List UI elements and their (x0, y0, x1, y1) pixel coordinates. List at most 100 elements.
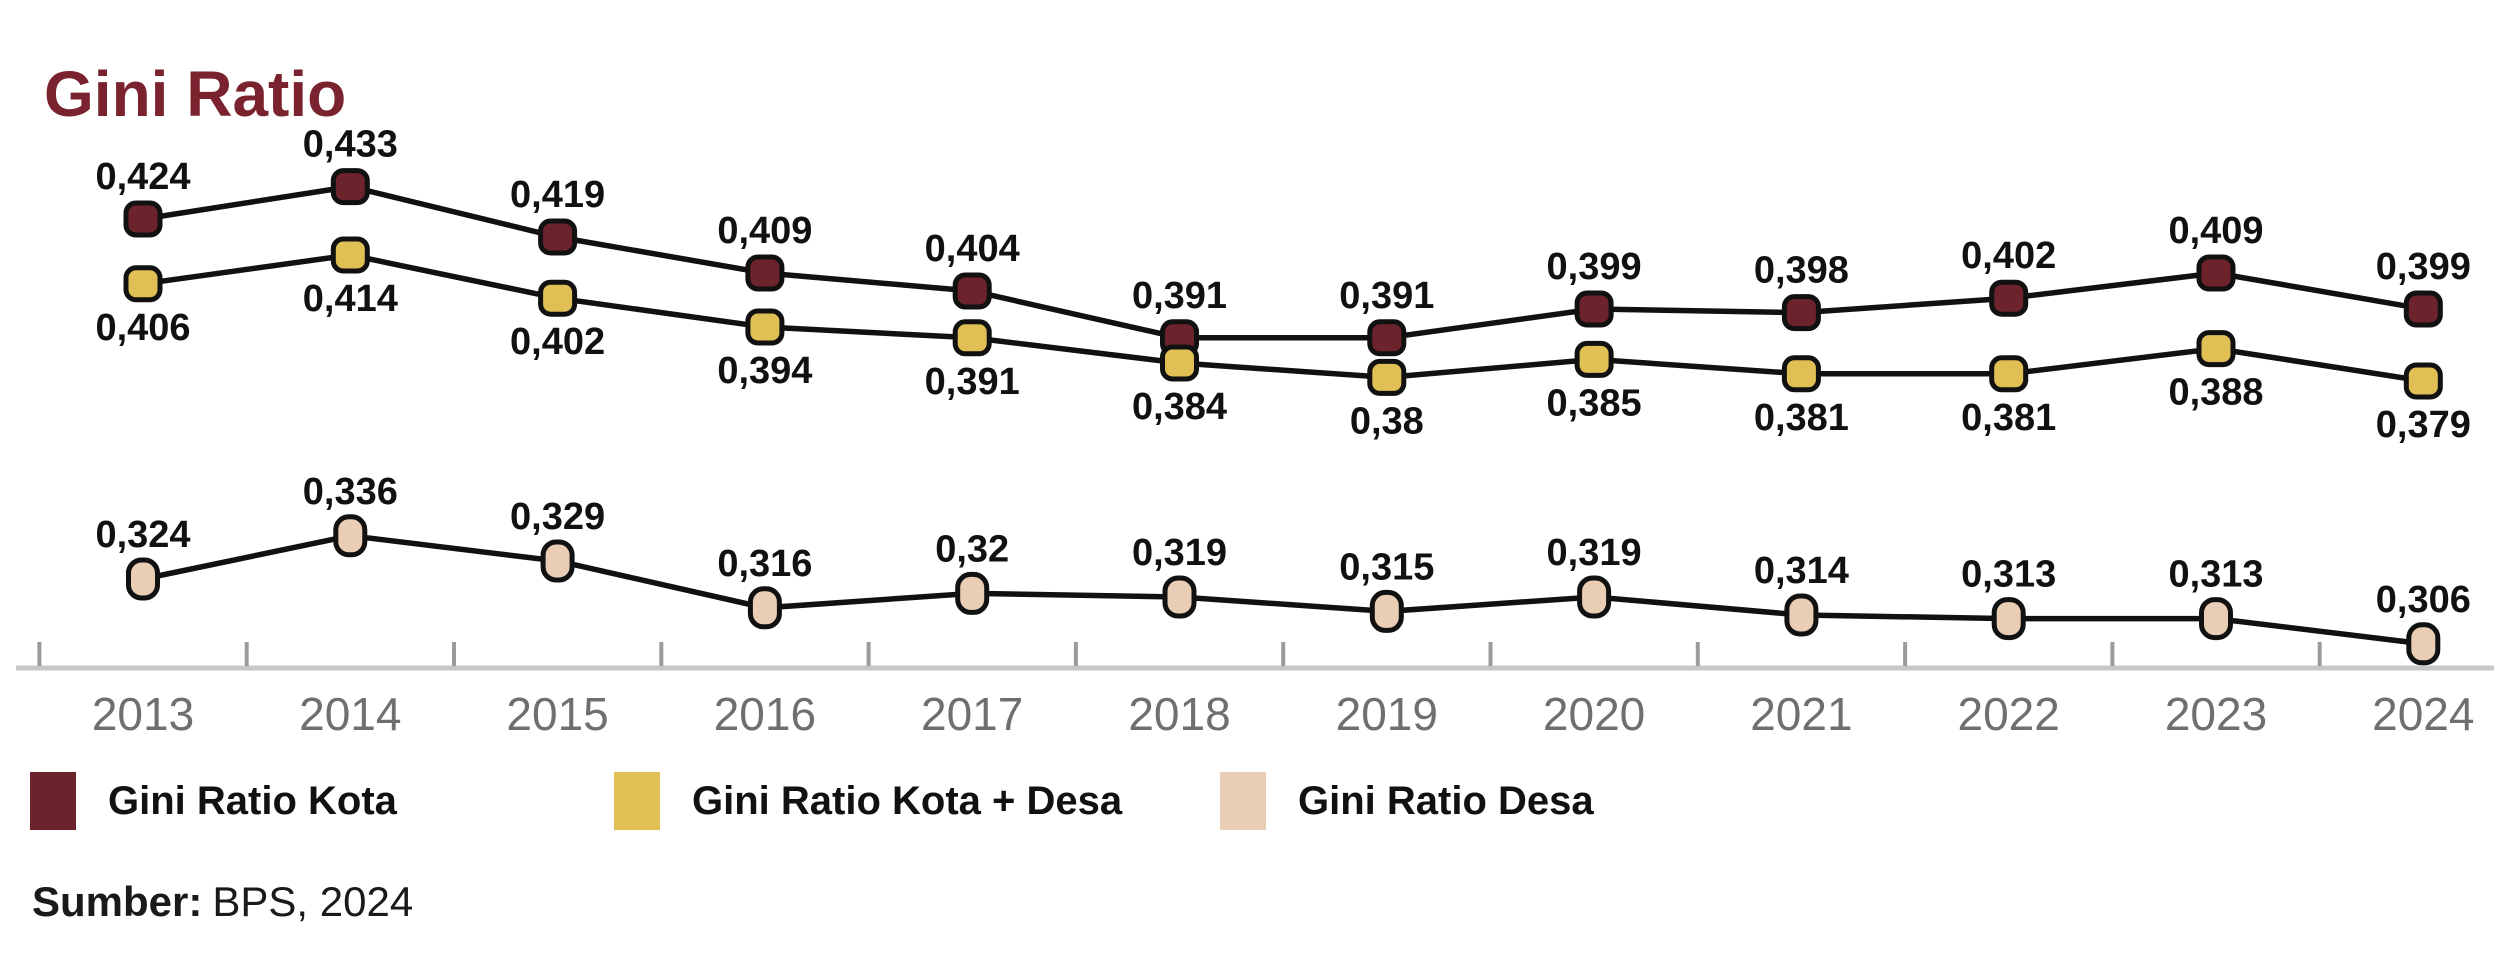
data-label-0: 0,419 (510, 174, 605, 216)
data-label-0: 0,433 (303, 124, 398, 166)
data-label-0: 0,398 (1754, 250, 1849, 292)
x-axis-year-label: 2013 (92, 688, 194, 740)
legend-item-desa: Gini Ratio Desa (1220, 772, 1594, 830)
legend-swatch-desa (1220, 772, 1266, 830)
data-marker-2 (540, 539, 575, 583)
data-marker-0 (1989, 279, 2029, 317)
data-label-1: 0,391 (925, 361, 1020, 403)
data-label-0: 0,424 (95, 156, 190, 198)
data-label-0: 0,391 (1339, 275, 1434, 317)
data-label-1: 0,385 (1547, 382, 1642, 424)
x-axis-year-label: 2024 (2372, 688, 2474, 740)
data-marker-1 (538, 279, 578, 317)
data-label-0: 0,399 (2376, 246, 2471, 288)
data-label-2: 0,313 (2168, 554, 2263, 596)
data-label-0: 0,404 (925, 228, 1020, 270)
data-marker-1 (1989, 355, 2029, 393)
data-marker-0 (330, 168, 370, 206)
data-marker-2 (333, 514, 368, 558)
data-label-2: 0,336 (303, 471, 398, 513)
legend-swatch-kota-desa (614, 772, 660, 830)
data-marker-1 (1781, 355, 1821, 393)
data-label-1: 0,384 (1132, 386, 1227, 428)
legend-swatch-kota (30, 772, 76, 830)
page-title: Gini Ratio (44, 57, 347, 130)
data-marker-0 (538, 218, 578, 256)
data-label-1: 0,379 (2376, 404, 2471, 446)
data-marker-1 (1367, 358, 1407, 396)
data-marker-1 (1160, 344, 1199, 382)
data-marker-0 (1574, 290, 1614, 328)
x-axis-year-label: 2021 (1750, 688, 1852, 740)
source-line: Sumber: BPS, 2024 (32, 878, 413, 926)
x-axis-year-label: 2015 (506, 688, 608, 740)
data-label-2: 0,316 (717, 543, 812, 585)
data-label-2: 0,314 (1754, 550, 1849, 592)
data-label-0: 0,409 (2168, 210, 2263, 252)
series-line-1 (142, 252, 2424, 384)
data-marker-0 (745, 254, 785, 292)
data-label-1: 0,406 (95, 307, 190, 349)
x-axis-year-label: 2022 (1958, 688, 2060, 740)
data-marker-0 (2196, 254, 2236, 292)
data-marker-2 (1577, 575, 1612, 619)
data-label-1: 0,381 (1754, 397, 1849, 439)
data-marker-0 (952, 272, 992, 310)
data-label-1: 0,402 (510, 321, 605, 363)
legend-label-desa: Gini Ratio Desa (1298, 778, 1594, 823)
series-line-2 (142, 533, 2424, 647)
data-marker-2 (2199, 597, 2233, 641)
data-label-2: 0,32 (935, 528, 1009, 570)
data-marker-0 (2403, 290, 2443, 328)
x-axis-year-label: 2020 (1543, 688, 1645, 740)
data-label-1: 0,388 (2168, 372, 2263, 414)
data-marker-2 (1784, 593, 1819, 637)
x-axis-year-label: 2014 (299, 688, 401, 740)
x-axis-year-label: 2016 (714, 688, 816, 740)
data-marker-1 (2403, 362, 2443, 400)
data-marker-1 (123, 265, 163, 303)
x-axis-year-label: 2018 (1128, 688, 1230, 740)
data-label-2: 0,313 (1961, 554, 2056, 596)
data-label-1: 0,381 (1961, 397, 2056, 439)
data-marker-1 (952, 319, 992, 357)
data-label-2: 0,324 (95, 514, 190, 556)
data-marker-0 (1781, 294, 1821, 332)
x-axis-year-label: 2019 (1336, 688, 1438, 740)
data-marker-2 (1369, 589, 1404, 633)
data-marker-0 (123, 200, 163, 238)
data-marker-2 (1991, 597, 2026, 641)
data-label-2: 0,306 (2376, 579, 2471, 621)
data-label-2: 0,315 (1339, 546, 1434, 588)
chart-legend: Gini Ratio Kota Gini Ratio Kota + Desa G… (0, 772, 2502, 832)
legend-item-kota-desa: Gini Ratio Kota + Desa (614, 772, 1122, 830)
legend-label-kota: Gini Ratio Kota (108, 778, 397, 823)
data-label-0: 0,391 (1132, 275, 1227, 317)
data-label-2: 0,319 (1547, 532, 1642, 574)
data-label-2: 0,319 (1132, 532, 1227, 574)
data-marker-2 (747, 586, 782, 630)
data-label-1: 0,394 (717, 350, 812, 392)
series-line-0 (142, 183, 2424, 341)
x-axis-year-label: 2023 (2165, 688, 2267, 740)
data-marker-0 (1367, 319, 1407, 357)
data-label-1: 0,414 (303, 278, 398, 320)
data-label-2: 0,329 (510, 496, 605, 538)
legend-item-kota: Gini Ratio Kota (30, 772, 397, 830)
data-label-0: 0,409 (717, 210, 812, 252)
x-axis-year-label: 2017 (921, 688, 1023, 740)
data-marker-2 (126, 557, 160, 601)
data-marker-2 (955, 571, 990, 615)
gini-ratio-line-chart: 2013 2014 2015 2016 2017 2018 2019 2020 2021 2022… (16, 124, 2494, 740)
data-marker-1 (745, 308, 785, 346)
data-marker-1 (1574, 340, 1614, 378)
data-marker-2 (1162, 575, 1197, 619)
data-label-0: 0,402 (1961, 235, 2056, 277)
data-marker-1 (2196, 330, 2236, 368)
data-label-0: 0,399 (1547, 246, 1642, 288)
source-label: Sumber: (32, 878, 203, 925)
data-marker-2 (2406, 622, 2441, 666)
data-label-1: 0,38 (1350, 400, 1424, 442)
legend-label-kota-desa: Gini Ratio Kota + Desa (692, 778, 1123, 823)
data-marker-1 (330, 236, 370, 274)
